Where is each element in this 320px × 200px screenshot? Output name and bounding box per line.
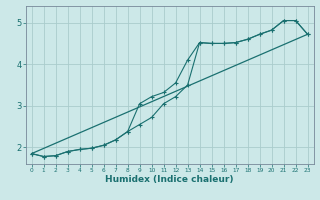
X-axis label: Humidex (Indice chaleur): Humidex (Indice chaleur) xyxy=(105,175,234,184)
